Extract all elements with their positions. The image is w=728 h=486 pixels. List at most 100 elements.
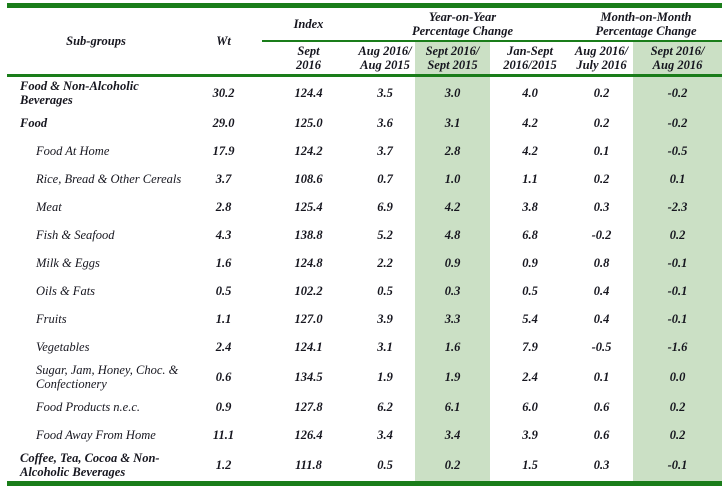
wt-value: 0.5	[215, 284, 232, 298]
value-cell: 4.2	[415, 193, 490, 221]
wt-value: 4.3	[215, 228, 232, 242]
value-cell: 3.4	[377, 428, 393, 442]
value-cell: -0.5	[591, 340, 612, 354]
value-cell: -0.1	[633, 249, 723, 277]
value-cell: 6.9	[377, 200, 393, 214]
value-cell: 4.8	[415, 221, 490, 249]
value-cell: -0.2	[591, 228, 612, 242]
subgroup-label: Fruits	[36, 312, 67, 326]
value-cell: 138.8	[294, 228, 323, 242]
value-cell: 0.0	[633, 361, 723, 393]
value-cell: 3.6	[377, 116, 393, 130]
subgroup-label: Meat	[36, 200, 62, 214]
header-period-aug16-july16: Aug 2016/ July 2016	[570, 41, 633, 77]
value-cell: 0.8	[593, 256, 610, 270]
value-cell: 0.1	[593, 370, 610, 384]
value-cell: 2.2	[377, 256, 393, 270]
value-cell: 0.2	[633, 221, 723, 249]
value-cell: 0.6	[593, 400, 610, 414]
wt-value: 3.7	[215, 172, 232, 186]
wt-value: 0.9	[215, 400, 232, 414]
value-cell: 6.2	[377, 400, 393, 414]
value-cell: 2.8	[415, 137, 490, 165]
header-period-sept16-sept15: Sept 2016/ Sept 2015	[415, 41, 490, 77]
value-cell: 3.1	[415, 109, 490, 137]
subgroup-label: Coffee, Tea, Cocoa & Non-Alcoholic Bever…	[20, 451, 160, 479]
table-row: Fruits 1.1 127.0 3.9 3.3 5.4 0.4 -0.1	[7, 305, 723, 333]
header-period-sept-2016: Sept 2016	[262, 41, 355, 77]
value-cell: 3.1	[377, 340, 393, 354]
value-cell: -0.1	[633, 277, 723, 305]
value-cell: 3.9	[522, 428, 538, 442]
wt-value: 1.6	[215, 256, 232, 270]
value-cell: 125.0	[294, 116, 323, 130]
value-cell: 127.0	[294, 312, 323, 326]
subgroup-label: Food At Home	[36, 144, 110, 158]
value-cell: 0.2	[633, 421, 723, 449]
table-row: Food 29.0 125.0 3.6 3.1 4.2 0.2 -0.2	[7, 109, 723, 137]
table-row: Rice, Bread & Other Cereals 3.7 108.6 0.7 1.…	[7, 165, 723, 193]
value-cell: 0.9	[522, 256, 538, 270]
value-cell: 0.9	[415, 249, 490, 277]
value-cell: -0.2	[633, 109, 723, 137]
value-cell: 124.8	[294, 256, 323, 270]
wt-value: 11.1	[212, 428, 235, 442]
table-row: Food Products n.e.c. 0.9 127.8 6.2 6.1 6.0 0.6…	[7, 393, 723, 421]
value-cell: 0.2	[593, 86, 610, 100]
subgroup-label: Vegetables	[36, 340, 90, 354]
value-cell: 3.5	[377, 86, 393, 100]
value-cell: 0.2	[593, 172, 610, 186]
value-cell: 134.5	[294, 370, 323, 384]
value-cell: -0.1	[633, 449, 723, 484]
value-cell: 0.4	[593, 284, 610, 298]
header-row-groups: Sub-groups Wt Index Year-on-Year Percent…	[7, 5, 723, 77]
table-row: Fish & Seafood 4.3 138.8 5.2 4.8 6.8 -0.2 0.2	[7, 221, 723, 249]
value-cell: 108.6	[294, 172, 323, 186]
table-row: Food & Non-Alcoholic Beverages 30.2 124.4 3…	[7, 75, 723, 109]
table-row: Oils & Fats 0.5 102.2 0.5 0.3 0.5 0.4 -0.1	[7, 277, 723, 305]
table-row: Milk & Eggs 1.6 124.8 2.2 0.9 0.9 0.8 -0.1	[7, 249, 723, 277]
value-cell: 124.4	[294, 86, 323, 100]
value-cell: 5.4	[522, 312, 538, 326]
value-cell: 0.3	[593, 458, 610, 472]
value-cell: 126.4	[294, 428, 323, 442]
value-cell: 0.3	[593, 200, 610, 214]
value-cell: 102.2	[294, 284, 323, 298]
value-cell: -0.1	[633, 305, 723, 333]
value-cell: 0.5	[377, 458, 393, 472]
value-cell: 1.1	[522, 172, 538, 186]
value-cell: 3.8	[522, 200, 538, 214]
value-cell: 3.4	[415, 421, 490, 449]
table-row: Meat 2.8 125.4 6.9 4.2 3.8 0.3 -2.3	[7, 193, 723, 221]
cpi-table: Sub-groups Wt Index Year-on-Year Percent…	[7, 3, 723, 486]
table-row: Sugar, Jam, Honey, Choc. & Confectionery…	[7, 361, 723, 393]
value-cell: -0.5	[633, 137, 723, 165]
header-row-periods: Sept 2016 Aug 2016/ Aug 2015 Sept 2016/ …	[7, 41, 723, 77]
subgroup-label: Sugar, Jam, Honey, Choc. & Confectionery	[36, 363, 179, 391]
subgroup-label: Food & Non-Alcoholic Beverages	[20, 79, 139, 107]
value-cell: 0.5	[522, 284, 538, 298]
value-cell: 124.1	[294, 340, 323, 354]
cpi-table-page: Sub-groups Wt Index Year-on-Year Percent…	[0, 3, 728, 486]
value-cell: 4.2	[522, 116, 538, 130]
header-index-group: Index	[262, 5, 355, 42]
header-period-sept16-aug16: Sept 2016/ Aug 2016	[633, 41, 723, 77]
wt-value: 2.4	[215, 340, 232, 354]
value-cell: 0.6	[593, 428, 610, 442]
value-cell: 6.1	[415, 393, 490, 421]
value-cell: 0.1	[593, 144, 610, 158]
value-cell: 0.5	[377, 284, 393, 298]
header-yoy-group: Year-on-Year Percentage Change	[355, 5, 570, 42]
wt-value: 1.1	[215, 312, 232, 326]
header-period-jansept: Jan-Sept 2016/2015	[490, 41, 570, 77]
value-cell: 1.6	[415, 333, 490, 361]
value-cell: 127.8	[294, 400, 323, 414]
value-cell: 3.0	[415, 75, 490, 109]
value-cell: 0.4	[593, 312, 610, 326]
value-cell: 124.2	[294, 144, 323, 158]
subgroup-label: Food Away From Home	[36, 428, 156, 442]
value-cell: 111.8	[295, 458, 322, 472]
value-cell: 4.2	[522, 144, 538, 158]
table-row: Coffee, Tea, Cocoa & Non-Alcoholic Bever…	[7, 449, 723, 484]
value-cell: 2.4	[522, 370, 538, 384]
